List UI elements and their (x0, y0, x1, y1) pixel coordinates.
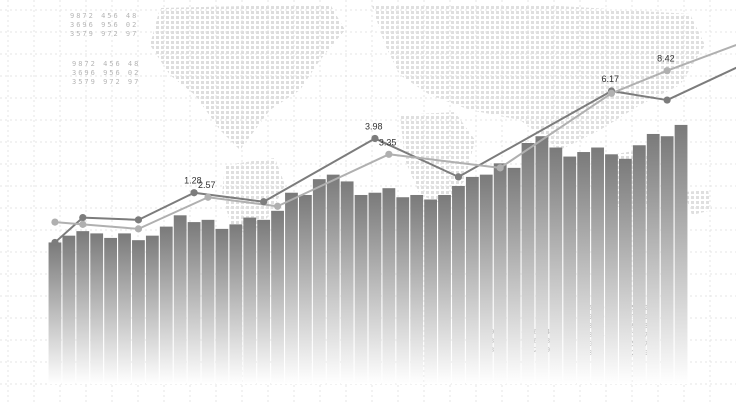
number-block-row: 3579 972 97 (72, 78, 140, 86)
bar (229, 224, 243, 384)
bar (605, 154, 618, 384)
map-continent (372, 6, 705, 150)
data-label: 1.28 (184, 176, 202, 186)
number-block-row: 9872 456 48 (72, 60, 140, 68)
bar (62, 235, 76, 384)
bar (618, 158, 632, 384)
series-line-dark (54, 66, 736, 244)
map-continent (684, 190, 712, 215)
series-point-dark (134, 216, 143, 224)
bar (479, 174, 493, 384)
bar (493, 163, 507, 384)
data-label: 3.35 (379, 137, 397, 147)
bar (577, 152, 591, 384)
data-label: 8.42 (657, 54, 675, 64)
series-point-light (134, 225, 143, 233)
bar (145, 235, 159, 384)
bar (243, 217, 257, 384)
data-label: 2.57 (198, 180, 216, 190)
bar (354, 194, 368, 384)
data-label: 3.98 (365, 121, 383, 131)
bar (159, 226, 173, 384)
bar (646, 133, 660, 384)
bar (549, 147, 563, 384)
bar (632, 145, 646, 384)
series-point-light (496, 164, 504, 172)
bar (438, 194, 451, 384)
bar (285, 192, 298, 384)
bar (465, 176, 479, 384)
series-point-light (273, 202, 282, 210)
data-label: 6.17 (601, 74, 619, 84)
map-continent (400, 112, 475, 205)
bar (535, 136, 549, 384)
number-block-row: 3696 956 02 (72, 69, 140, 77)
bar (173, 215, 187, 384)
series-point-dark (260, 198, 268, 206)
series-point-light (607, 89, 616, 97)
series-points (51, 67, 671, 247)
bar (326, 174, 340, 384)
bar (187, 222, 201, 384)
bar (90, 233, 104, 384)
data-labels: 1.282.57 3.98 3.35 6.17 8.42 (184, 54, 675, 191)
bars (48, 124, 688, 385)
bar (76, 231, 90, 384)
bar (132, 240, 145, 384)
map-continent (222, 158, 285, 235)
bar (452, 185, 465, 384)
series-point-light (51, 218, 59, 226)
series-point-light (385, 150, 393, 158)
series-point-light (204, 193, 212, 201)
number-block-row: 9872 456 48 (70, 12, 138, 20)
series-point-dark (190, 189, 198, 197)
bar (368, 192, 382, 384)
bar (563, 156, 577, 384)
bar (298, 194, 312, 384)
bar (257, 219, 271, 384)
bar (507, 167, 521, 384)
bar (591, 147, 604, 384)
series-point-light (79, 220, 87, 228)
bar (104, 237, 118, 384)
series-point-dark (79, 213, 87, 222)
bar (674, 124, 688, 385)
number-block-row: 3579 972 97 (70, 30, 138, 38)
series-lines (54, 44, 736, 244)
series-point-dark (371, 134, 379, 143)
map-continent (150, 4, 345, 150)
bar (201, 219, 215, 384)
series-point-dark (51, 238, 59, 247)
bar (48, 242, 62, 384)
bar (271, 210, 284, 384)
bar (660, 136, 674, 384)
series-point-light (663, 67, 671, 75)
bar (340, 181, 354, 384)
world-map (150, 4, 712, 235)
series-line-light (54, 44, 736, 230)
bar (410, 194, 424, 384)
bar (118, 233, 131, 384)
number-block-row: 3696 956 02 (70, 21, 138, 29)
bar (521, 143, 535, 384)
bar (424, 199, 438, 384)
bar (215, 228, 229, 384)
series-point-dark (454, 173, 463, 181)
bar (382, 188, 396, 384)
bar (312, 179, 326, 384)
bar (396, 197, 410, 384)
series-point-dark (663, 96, 671, 104)
